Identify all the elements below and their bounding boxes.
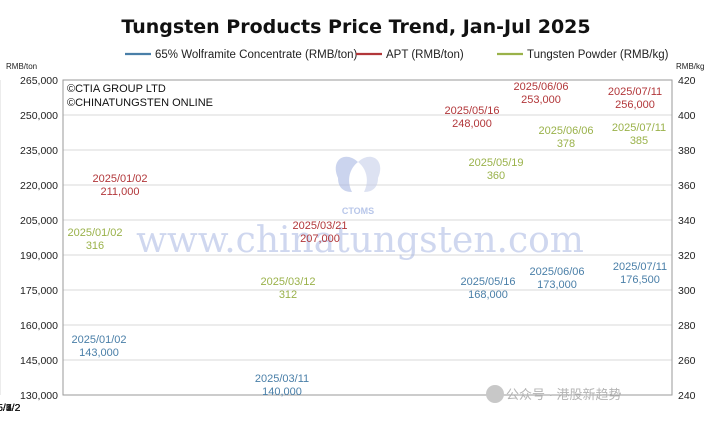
annotation-value: 143,000 [79,347,119,359]
x-tick-label: 2025/4/2 [0,402,21,414]
y-right-tick-label: 360 [678,180,696,192]
y-left-tick-label: 220,000 [20,180,58,192]
annotation-date: 2025/06/06 [513,81,568,93]
x-tick-label: 2025/6/2 [0,402,21,414]
chart-title: Tungsten Products Price Trend, Jan-Jul 2… [121,16,590,38]
annotation-value: 168,000 [468,289,508,301]
annotation-value: 385 [630,135,648,147]
y-right-tick-label: 320 [678,250,696,262]
annotation-value: 248,000 [452,118,492,130]
y-left-tick-label: 175,000 [20,285,58,297]
watermark-logo-text: CTOMS [342,206,374,216]
annotation-date: 2025/01/02 [67,227,122,239]
x-tick-label: 2025/2/2 [0,402,21,414]
y-right-tick-label: 340 [678,215,696,227]
y-left-tick-label: 190,000 [20,250,58,262]
annotation-value: 211,000 [101,186,140,198]
annotation-value: 173,000 [537,279,577,291]
y-left-tick-label: 250,000 [20,110,58,122]
annotation-date: 2025/05/16 [444,105,499,117]
x-tick-label: 2025/7/2 [0,402,21,414]
y-left-tick-label: 205,000 [20,215,58,227]
y-right-tick-label: 420 [678,75,696,87]
annotation-date: 2025/03/21 [292,220,347,232]
y-left-tick-label: 145,000 [20,355,58,367]
annotation-value: 253,000 [521,94,561,106]
y-right-tick-label: 280 [678,320,696,332]
watermark: CTOMS www.chinatungsten.com [136,156,584,261]
annotation-date: 2025/01/02 [71,334,126,346]
y-left-tick-label: 160,000 [20,320,58,332]
annotation-date: 2025/03/12 [260,276,315,288]
y-right-tick-label: 300 [678,285,696,297]
annotation-date: 2025/07/11 [612,122,666,134]
left-axis-unit: RMB/ton [6,62,37,71]
annotation-value: 207,000 [300,233,340,245]
y-right-tick-label: 260 [678,355,696,367]
annotation-date: 2025/07/11 [608,86,662,98]
legend-label: APT (RMB/ton) [386,49,464,61]
y-left-tick-label: 130,000 [20,390,58,402]
legend: 65% Wolframite Concentrate (RMB/ton) APT … [125,49,669,61]
annotation-date: 2025/07/11 [613,261,667,273]
wechat-icon [486,385,504,403]
annotation-date: 2025/05/16 [460,276,515,288]
legend-label: Tungsten Powder (RMB/kg) [527,49,669,61]
copyright-line: ©CTIA GROUP LTD [67,83,166,95]
annotation-date: 2025/06/06 [529,266,584,278]
footer-text: 公众号 · 港股新趋势 [506,387,622,402]
annotation-value: 360 [487,170,505,182]
y-right-tick-label: 400 [678,110,696,122]
x-tick-label: 2025/3/2 [0,402,21,414]
axes: 130,000 145,000 160,000 175,000 190,000 205,0… [0,75,696,414]
annotation-value: 176,500 [620,274,660,286]
annotation-date: 2025/05/19 [468,157,523,169]
annotation-date: 2025/06/06 [538,125,593,137]
y-right-tick-label: 240 [678,390,696,402]
wechat-footer: 公众号 · 港股新趋势 [486,385,622,403]
annotation-value: 316 [86,240,104,252]
copyright-block: ©CTIA GROUP LTD ©CHINATUNGSTEN ONLINE [67,83,213,109]
copyright-line: ©CHINATUNGSTEN ONLINE [67,97,213,109]
x-tick-label: 2025/5/2 [0,402,21,414]
ctoms-logo: CTOMS [335,156,381,216]
y-right-tick-label: 380 [678,145,696,157]
annotations: 2025/01/02211,0002025/03/21207,0002025/0… [67,81,667,398]
annotation-date: 2025/03/11 [255,373,309,385]
y-left-tick-label: 235,000 [20,145,58,157]
watermark-text: www.chinatungsten.com [136,220,584,261]
y-left-tick-label: 265,000 [20,75,58,87]
annotation-value: 140,000 [262,386,302,398]
x-tick-label: 2025/1/2 [0,402,21,414]
legend-label: 65% Wolframite Concentrate (RMB/ton) [155,49,358,61]
annotation-value: 256,000 [615,99,655,111]
annotation-value: 378 [557,138,575,150]
annotation-value: 312 [279,289,297,301]
right-axis-unit: RMB/kg [676,62,704,71]
plot-frame [62,79,673,396]
annotation-date: 2025/01/02 [92,173,147,185]
